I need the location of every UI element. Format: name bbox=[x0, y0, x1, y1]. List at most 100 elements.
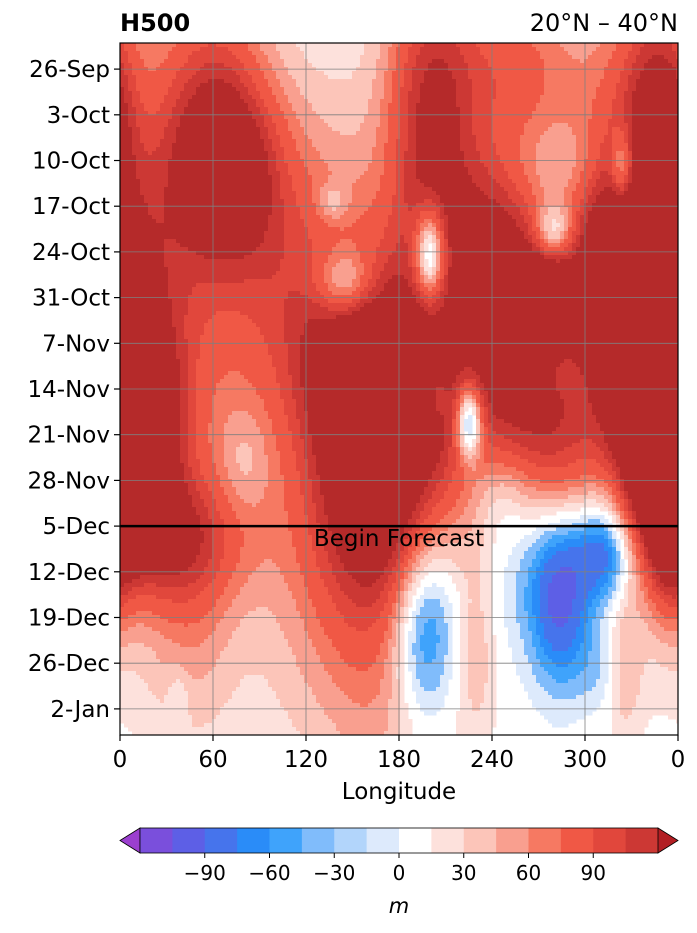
field-cell bbox=[488, 395, 561, 400]
field-cell bbox=[316, 507, 325, 512]
field-cell bbox=[388, 223, 417, 228]
field-cell bbox=[296, 199, 313, 204]
field-cell bbox=[188, 431, 197, 436]
field-cell bbox=[408, 107, 417, 112]
field-cell bbox=[584, 207, 593, 212]
field-cell bbox=[420, 287, 429, 292]
field-cell bbox=[312, 599, 333, 604]
field-cell bbox=[620, 675, 641, 680]
field-cell bbox=[432, 59, 445, 64]
field-cell bbox=[440, 207, 445, 212]
field-cell bbox=[596, 611, 605, 616]
colorbar-tick-label: −60 bbox=[248, 861, 290, 885]
field-cell bbox=[300, 667, 325, 672]
field-cell bbox=[656, 591, 665, 596]
field-cell bbox=[180, 663, 217, 668]
field-cell bbox=[460, 439, 465, 444]
field-cell bbox=[600, 603, 609, 608]
field-cell bbox=[364, 267, 373, 272]
field-cell bbox=[568, 235, 573, 240]
field-cell bbox=[392, 611, 397, 616]
field-cell bbox=[444, 235, 449, 240]
field-cell bbox=[624, 503, 629, 508]
field-cell bbox=[448, 623, 453, 628]
field-cell bbox=[588, 611, 597, 616]
field-cell bbox=[564, 479, 605, 484]
field-cell bbox=[476, 371, 557, 376]
field-cell bbox=[244, 63, 261, 68]
field-cell bbox=[420, 83, 457, 88]
field-cell bbox=[448, 635, 453, 640]
field-cell bbox=[544, 79, 601, 84]
field-cell bbox=[460, 627, 469, 632]
field-cell bbox=[404, 275, 413, 280]
field-cell bbox=[448, 227, 521, 232]
field-cell bbox=[440, 459, 449, 464]
field-cell bbox=[180, 643, 201, 648]
field-cell bbox=[444, 415, 453, 420]
field-cell bbox=[440, 195, 489, 200]
field-cell bbox=[600, 667, 609, 672]
field-cell bbox=[656, 579, 661, 584]
field-cell bbox=[480, 47, 537, 52]
field-cell bbox=[632, 499, 678, 504]
field-cell bbox=[496, 431, 533, 436]
field-cell bbox=[272, 359, 289, 364]
field-cell bbox=[628, 551, 633, 556]
field-cell bbox=[200, 551, 213, 556]
field-cell bbox=[612, 531, 617, 536]
field-cell bbox=[196, 371, 229, 376]
field-cell bbox=[640, 579, 645, 584]
field-cell bbox=[240, 59, 257, 64]
field-cell bbox=[424, 307, 441, 312]
field-cell bbox=[212, 579, 229, 584]
field-cell bbox=[468, 75, 493, 80]
field-cell bbox=[460, 703, 473, 708]
field-cell bbox=[668, 59, 678, 64]
field-cell bbox=[280, 471, 301, 476]
field-cell bbox=[544, 235, 549, 240]
field-cell bbox=[388, 135, 401, 140]
field-cell bbox=[572, 643, 581, 648]
field-cell bbox=[232, 695, 277, 700]
field-cell bbox=[120, 131, 133, 136]
field-cell bbox=[288, 583, 305, 588]
field-cell bbox=[408, 631, 417, 636]
field-cell bbox=[484, 439, 489, 444]
field-cell bbox=[284, 243, 313, 248]
field-cell bbox=[384, 227, 417, 232]
field-cell bbox=[420, 47, 461, 52]
field-cell bbox=[324, 711, 389, 716]
field-cell bbox=[188, 691, 233, 696]
field-cell bbox=[412, 679, 421, 684]
field-cell bbox=[612, 711, 621, 716]
field-cell bbox=[436, 487, 449, 492]
field-cell bbox=[672, 43, 678, 48]
field-cell bbox=[340, 687, 381, 692]
field-cell bbox=[456, 467, 465, 472]
field-cell bbox=[632, 147, 678, 152]
field-cell bbox=[476, 383, 485, 388]
field-cell bbox=[400, 99, 409, 104]
field-cell bbox=[208, 559, 221, 564]
field-cell bbox=[388, 627, 393, 632]
field-cell bbox=[292, 103, 313, 108]
field-cell bbox=[576, 247, 678, 252]
field-cell bbox=[432, 223, 437, 228]
field-cell bbox=[324, 579, 337, 584]
field-cell bbox=[528, 571, 537, 576]
field-cell bbox=[376, 59, 389, 64]
field-cell bbox=[352, 699, 373, 704]
field-cell bbox=[532, 591, 541, 596]
field-cell bbox=[476, 411, 481, 416]
field-cell bbox=[572, 599, 585, 604]
field-cell bbox=[260, 331, 285, 336]
field-cell bbox=[532, 611, 541, 616]
field-cell bbox=[636, 603, 649, 608]
field-cell bbox=[592, 411, 678, 416]
field-cell bbox=[540, 595, 549, 600]
field-cell bbox=[176, 355, 189, 360]
field-cell bbox=[572, 171, 581, 176]
field-cell bbox=[480, 503, 493, 508]
field-cell bbox=[212, 551, 225, 556]
